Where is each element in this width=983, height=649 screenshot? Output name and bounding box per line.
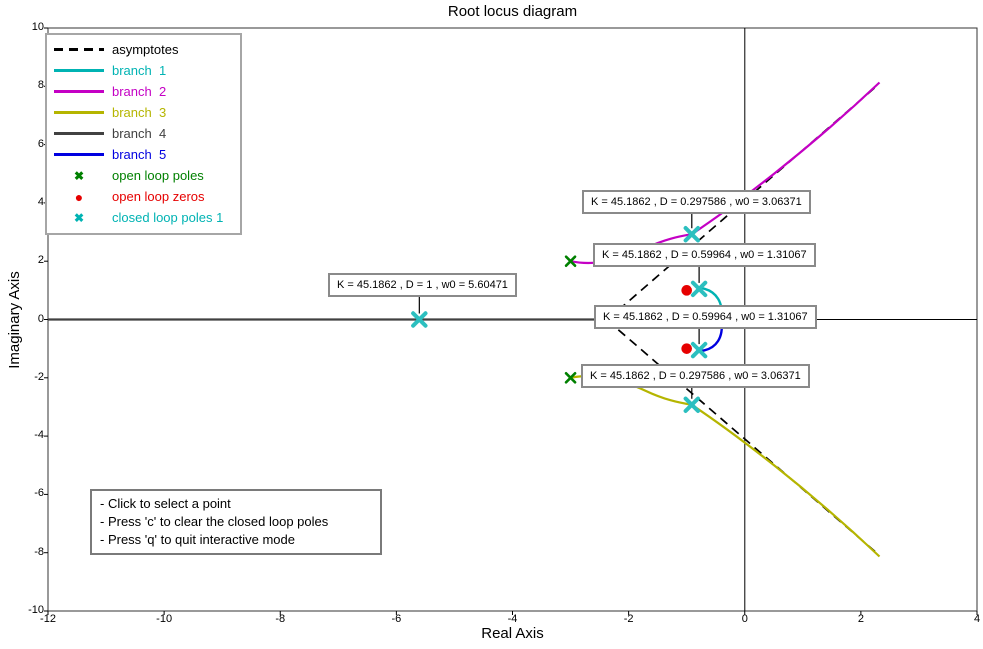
instruction-line: - Press 'q' to quit interactive mode	[100, 532, 295, 547]
x-swatch: ✖	[54, 169, 104, 183]
legend-item-label: open loop poles	[112, 168, 204, 183]
line-swatch	[54, 153, 104, 156]
annotation-box[interactable]: K = 45.1862 , D = 1 , w0 = 5.60471	[328, 273, 517, 297]
circle-marker-icon: ●	[74, 188, 84, 205]
branch-2-curve	[570, 81, 881, 265]
legend-item-label: closed loop poles 1	[112, 210, 224, 225]
annotation-box[interactable]: K = 45.1862 , D = 0.59964 , w0 = 1.31067	[593, 243, 816, 267]
x-tick-label: -6	[391, 613, 402, 625]
legend-item[interactable]: branch 2	[47, 81, 240, 102]
y-tick-label: -10	[28, 604, 44, 616]
legend-item-label: branch 3	[112, 105, 167, 120]
legend-dashed-line-swatch	[54, 48, 104, 51]
open-loop-zero-marker	[681, 285, 692, 296]
x-tick-label: -4	[507, 613, 518, 625]
line-swatch	[54, 69, 104, 72]
annotation-box[interactable]: K = 45.1862 , D = 0.59964 , w0 = 1.31067	[594, 305, 817, 329]
legend-item-label: branch 4	[112, 126, 167, 141]
circle-swatch: ●	[54, 190, 104, 204]
legend-item[interactable]: ✖ closed loop poles 1	[47, 207, 240, 228]
closed-loop-pole-marker	[411, 311, 428, 328]
x-tick-label: 4	[973, 613, 981, 625]
legend-item-label: asymptotes	[112, 42, 179, 57]
open-loop-pole-marker	[564, 255, 577, 267]
annotation-box[interactable]: K = 45.1862 , D = 0.297586 , w0 = 3.0637…	[582, 190, 811, 214]
legend-item[interactable]: asymptotes	[47, 39, 240, 60]
legend-line-swatch	[54, 69, 104, 72]
legend-line-swatch	[54, 153, 104, 156]
instruction-line: - Click to select a point	[100, 496, 231, 511]
x-tick-label: -2	[623, 613, 634, 625]
closed-loop-pole-marker	[683, 396, 700, 413]
closed-loop-pole-marker	[690, 341, 708, 359]
x-marker-icon: ✖	[73, 168, 85, 183]
legend-item[interactable]: branch 1	[47, 60, 240, 81]
x-tick-label: -12	[40, 613, 56, 625]
x-tick-label: -10	[156, 613, 173, 625]
y-tick-label: 2	[37, 254, 44, 267]
dashed-line-swatch	[54, 48, 104, 51]
legend-item[interactable]: branch 5	[47, 144, 240, 165]
y-tick-label: -6	[34, 487, 44, 500]
chart-title: Root locus diagram	[447, 3, 578, 20]
y-tick-label: -2	[34, 370, 44, 383]
legend-line-swatch	[54, 111, 104, 114]
instructions-box: - Click to select a point - Press 'c' to …	[90, 489, 382, 555]
y-tick-label: -4	[34, 429, 44, 442]
legend-line-swatch	[54, 90, 104, 93]
legend-item-label: branch 1	[112, 63, 167, 78]
instruction-line: - Press 'c' to clear the closed loop pol…	[100, 514, 329, 529]
y-tick-label: -8	[34, 545, 44, 558]
line-swatch	[54, 90, 104, 93]
legend-line-swatch	[54, 132, 104, 135]
legend-item[interactable]: ✖ open loop poles	[47, 165, 240, 186]
annotation-box[interactable]: K = 45.1862 , D = 0.297586 , w0 = 3.0637…	[581, 364, 810, 388]
legend-item-label: open loop zeros	[112, 189, 205, 204]
y-tick-label: 10	[31, 21, 44, 33]
legend-item[interactable]: branch 4	[47, 123, 240, 144]
x-tick-label: 2	[857, 613, 864, 625]
y-tick-label: 8	[37, 79, 44, 92]
x-tick-label: 0	[741, 613, 748, 625]
legend-item[interactable]: ● open loop zeros	[47, 186, 240, 207]
legend-item-label: branch 5	[112, 147, 167, 162]
x-tick-label: -8	[275, 613, 286, 625]
x-axis-label: Real Axis	[481, 625, 544, 642]
line-swatch	[54, 111, 104, 114]
y-tick-label: 6	[37, 137, 44, 150]
legend-item[interactable]: branch 3	[47, 102, 240, 123]
branch-3-curve	[570, 374, 881, 558]
x-marker-icon: ✖	[73, 210, 85, 225]
x-swatch: ✖	[54, 211, 104, 225]
legend: asymptotes branch 1 branch 2 branch 3 branch…	[45, 33, 242, 235]
line-swatch	[54, 132, 104, 135]
open-loop-zero-marker	[681, 343, 692, 354]
y-tick-label: 0	[37, 312, 44, 325]
legend-item-label: branch 2	[112, 84, 167, 99]
y-tick-label: 4	[37, 195, 44, 208]
open-loop-pole-marker	[564, 372, 577, 384]
closed-loop-pole-marker	[683, 226, 700, 243]
closed-loop-pole-marker	[690, 280, 708, 298]
